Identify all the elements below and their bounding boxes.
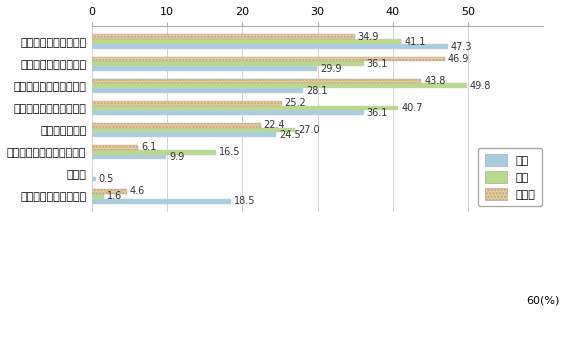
Text: 24.5: 24.5 <box>280 130 301 140</box>
Text: 1.6: 1.6 <box>107 191 122 201</box>
Text: 22.4: 22.4 <box>264 120 285 130</box>
Bar <box>92 66 317 71</box>
Bar <box>92 110 363 115</box>
Bar <box>92 132 276 137</box>
Bar <box>92 189 126 194</box>
Text: 46.9: 46.9 <box>448 54 469 64</box>
Bar <box>92 105 398 110</box>
Bar <box>92 199 231 204</box>
Bar <box>92 61 363 66</box>
Text: 60(%): 60(%) <box>527 295 560 305</box>
Text: 41.1: 41.1 <box>404 37 426 47</box>
Text: 47.3: 47.3 <box>451 42 472 52</box>
Bar <box>92 35 354 39</box>
Text: 36.1: 36.1 <box>367 59 388 69</box>
Text: 6.1: 6.1 <box>141 142 156 152</box>
Text: 43.8: 43.8 <box>425 76 446 86</box>
Bar <box>92 145 138 150</box>
Text: 28.1: 28.1 <box>306 86 328 96</box>
Bar <box>92 39 401 44</box>
Text: 0.5: 0.5 <box>99 174 114 184</box>
Bar <box>92 150 216 155</box>
Bar <box>92 127 295 132</box>
Bar <box>92 79 421 83</box>
Bar <box>92 101 282 105</box>
Text: 4.6: 4.6 <box>130 187 145 197</box>
Text: 9.9: 9.9 <box>170 152 185 162</box>
Bar <box>92 44 448 49</box>
Text: 49.8: 49.8 <box>469 81 491 91</box>
Bar <box>92 177 96 182</box>
Text: 40.7: 40.7 <box>401 103 422 113</box>
Text: 36.1: 36.1 <box>367 108 388 118</box>
Bar <box>92 194 104 199</box>
Bar <box>92 83 467 88</box>
Text: 18.5: 18.5 <box>234 196 256 206</box>
Bar <box>92 88 303 93</box>
Text: 29.9: 29.9 <box>320 64 341 74</box>
Bar <box>92 57 445 61</box>
Text: 27.0: 27.0 <box>298 125 320 135</box>
Text: 25.2: 25.2 <box>285 98 306 108</box>
Bar <box>92 155 167 159</box>
Text: 16.5: 16.5 <box>219 147 240 157</box>
Text: 34.9: 34.9 <box>358 32 379 42</box>
Legend: 日本, 米国, ドイツ: 日本, 米国, ドイツ <box>478 148 542 206</box>
Bar <box>92 123 260 127</box>
